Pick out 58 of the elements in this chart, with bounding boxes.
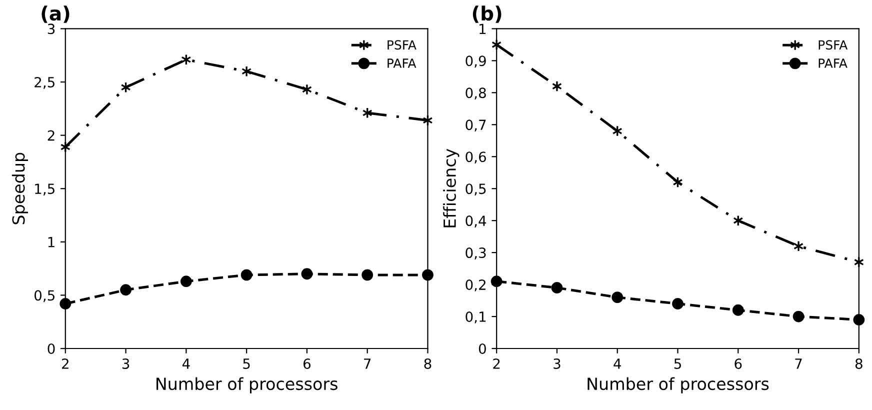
legend-label: PSFA [388, 40, 416, 50]
x-tick-label: 8 [424, 358, 432, 369]
y-tick-label: 0,7 [466, 120, 486, 132]
y-tick-label: 0,4 [466, 216, 486, 228]
point [853, 314, 865, 326]
y-tick-label: 2 [48, 130, 54, 141]
point [362, 269, 374, 281]
y-tick-label: 0,5 [466, 184, 486, 196]
x-tick-label: 8 [855, 358, 862, 369]
x-tick-label: 6 [734, 358, 742, 369]
legend-label: PSFA [818, 40, 848, 50]
x-axis-title: Number of processors [588, 377, 769, 394]
x-tick-label: 4 [182, 358, 190, 369]
y-tick-label: 0,3 [466, 248, 486, 260]
x-tick-label: 5 [674, 358, 681, 369]
x-tick-label: 4 [614, 358, 621, 369]
point [60, 298, 72, 310]
point [551, 282, 563, 294]
point [302, 84, 312, 96]
point [612, 292, 624, 304]
point [792, 310, 804, 322]
y-tick-label: 0,1 [466, 311, 486, 324]
point [732, 304, 744, 316]
chart-title: (b) [472, 6, 502, 23]
y-tick-label: 0,8 [466, 88, 486, 100]
y-tick-label: 0,6 [466, 152, 486, 164]
y-axis-title: Speedup [12, 152, 28, 224]
point [240, 269, 252, 281]
point [552, 80, 562, 92]
y-tick-label: 0 [478, 343, 486, 354]
point [301, 268, 313, 280]
point [672, 298, 684, 310]
x-tick-label: 5 [243, 358, 250, 369]
x-axis-title: Number of processors [156, 377, 338, 394]
x-tick-label: 3 [122, 358, 130, 369]
y-tick-label: 1 [48, 237, 54, 248]
point [180, 276, 192, 288]
y-tick-label: 2,5 [34, 76, 54, 89]
x-tick-label: 2 [493, 358, 500, 369]
legend-label: PAFA [388, 58, 416, 68]
y-tick-label: 0,2 [466, 280, 486, 292]
y-tick-label: 0,5 [34, 290, 54, 302]
x-tick-label: 7 [795, 358, 802, 369]
x-tick-label: 6 [304, 358, 310, 369]
y-tick-label: 0,9 [466, 56, 486, 68]
x-tick-label: 7 [364, 358, 371, 369]
y-axis-title: Efficiency [443, 148, 460, 228]
y-tick-label: 3 [48, 24, 55, 34]
x-tick-label: 3 [554, 358, 560, 369]
point [120, 284, 132, 296]
chart-title: (a) [42, 6, 70, 23]
x-tick-label: 2 [62, 358, 68, 369]
point [422, 269, 434, 281]
y-tick-label: 1 [480, 24, 486, 34]
y-tick-label: 1,5 [35, 184, 54, 196]
y-tick-label: 0 [48, 343, 55, 354]
legend-label: PAFA [818, 58, 848, 68]
point [490, 276, 502, 288]
